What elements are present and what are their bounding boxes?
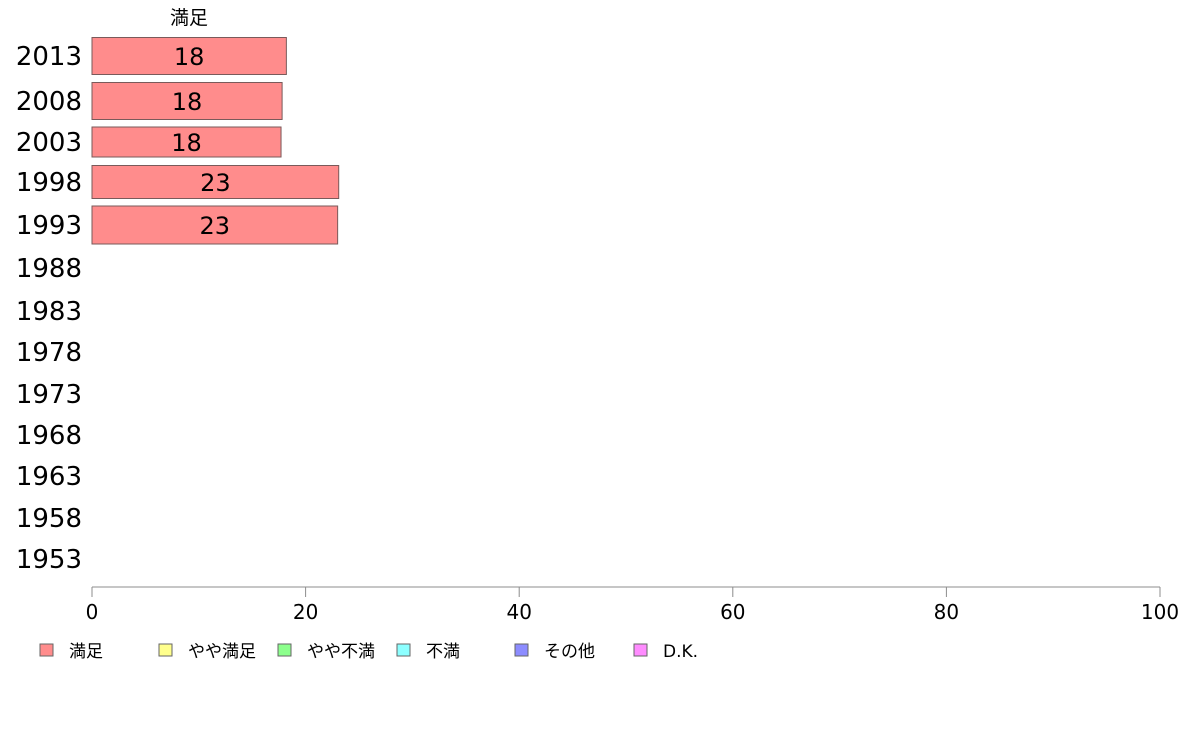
legend-label-D.K.: D.K. xyxy=(663,642,698,662)
category-label-1978: 1978 xyxy=(16,338,82,368)
column-header-layer: 満足 xyxy=(170,7,208,29)
category-label-2008: 2008 xyxy=(16,87,82,117)
legend-label-その他: その他 xyxy=(544,642,595,662)
data-label-満足-1993: 23 xyxy=(200,212,231,240)
legend-swatch-その他 xyxy=(514,643,529,657)
category-label-1973: 1973 xyxy=(16,380,82,410)
category-label-layer: 2013 2008 2003 1998 1993 1988 1983 1978 1973 1968… xyxy=(16,42,82,575)
category-label-2003: 2003 xyxy=(16,128,82,158)
bar-満足-2008 xyxy=(91,82,283,120)
x-tick-label-0: 0 xyxy=(86,600,99,624)
data-label-満足-2008: 18 xyxy=(172,88,203,116)
category-label-1953: 1953 xyxy=(16,545,82,575)
legend: 満足 やや満足 やや不満 不満 その他 D.K. xyxy=(39,642,698,662)
legend-swatch-やや不満 xyxy=(277,643,292,657)
category-label-1958: 1958 xyxy=(16,504,82,534)
legend-swatch-満足 xyxy=(39,643,54,657)
x-axis: 0 20 40 60 80 100 xyxy=(86,586,1179,624)
legend-swatch-不満 xyxy=(396,643,411,657)
category-label-1968: 1968 xyxy=(16,421,82,451)
bar-満足-1993 xyxy=(91,205,339,245)
bar-満足-2013 xyxy=(91,37,287,75)
category-label-1983: 1983 xyxy=(16,297,82,327)
x-tick-label-20: 20 xyxy=(293,600,318,624)
bar-満足-2003 xyxy=(91,126,282,158)
category-label-1998: 1998 xyxy=(16,168,82,198)
category-label-1963: 1963 xyxy=(16,462,82,492)
legend-label-やや満足: やや満足 xyxy=(188,642,256,662)
bar-layer: 18 18 18 23 23 xyxy=(91,37,340,245)
x-tick-label-80: 80 xyxy=(934,600,959,624)
category-label-1993: 1993 xyxy=(16,211,82,241)
data-label-満足-1998: 23 xyxy=(200,169,231,197)
data-label-満足-2013: 18 xyxy=(174,43,205,71)
legend-swatch-やや満足 xyxy=(158,643,173,657)
legend-label-やや不満: やや不満 xyxy=(307,642,375,662)
x-tick-label-100: 100 xyxy=(1141,600,1179,624)
data-label-満足-2003: 18 xyxy=(171,129,202,157)
legend-label-満足: 満足 xyxy=(69,642,103,662)
x-tick-label-60: 60 xyxy=(720,600,745,624)
category-label-2013: 2013 xyxy=(16,42,82,72)
x-tick-label-40: 40 xyxy=(506,600,531,624)
legend-swatch-D.K. xyxy=(633,643,648,657)
legend-label-不満: 不満 xyxy=(426,642,460,662)
column-header: 満足 xyxy=(170,7,208,29)
category-label-1988: 1988 xyxy=(16,254,82,284)
bar-満足-1998 xyxy=(91,165,340,199)
